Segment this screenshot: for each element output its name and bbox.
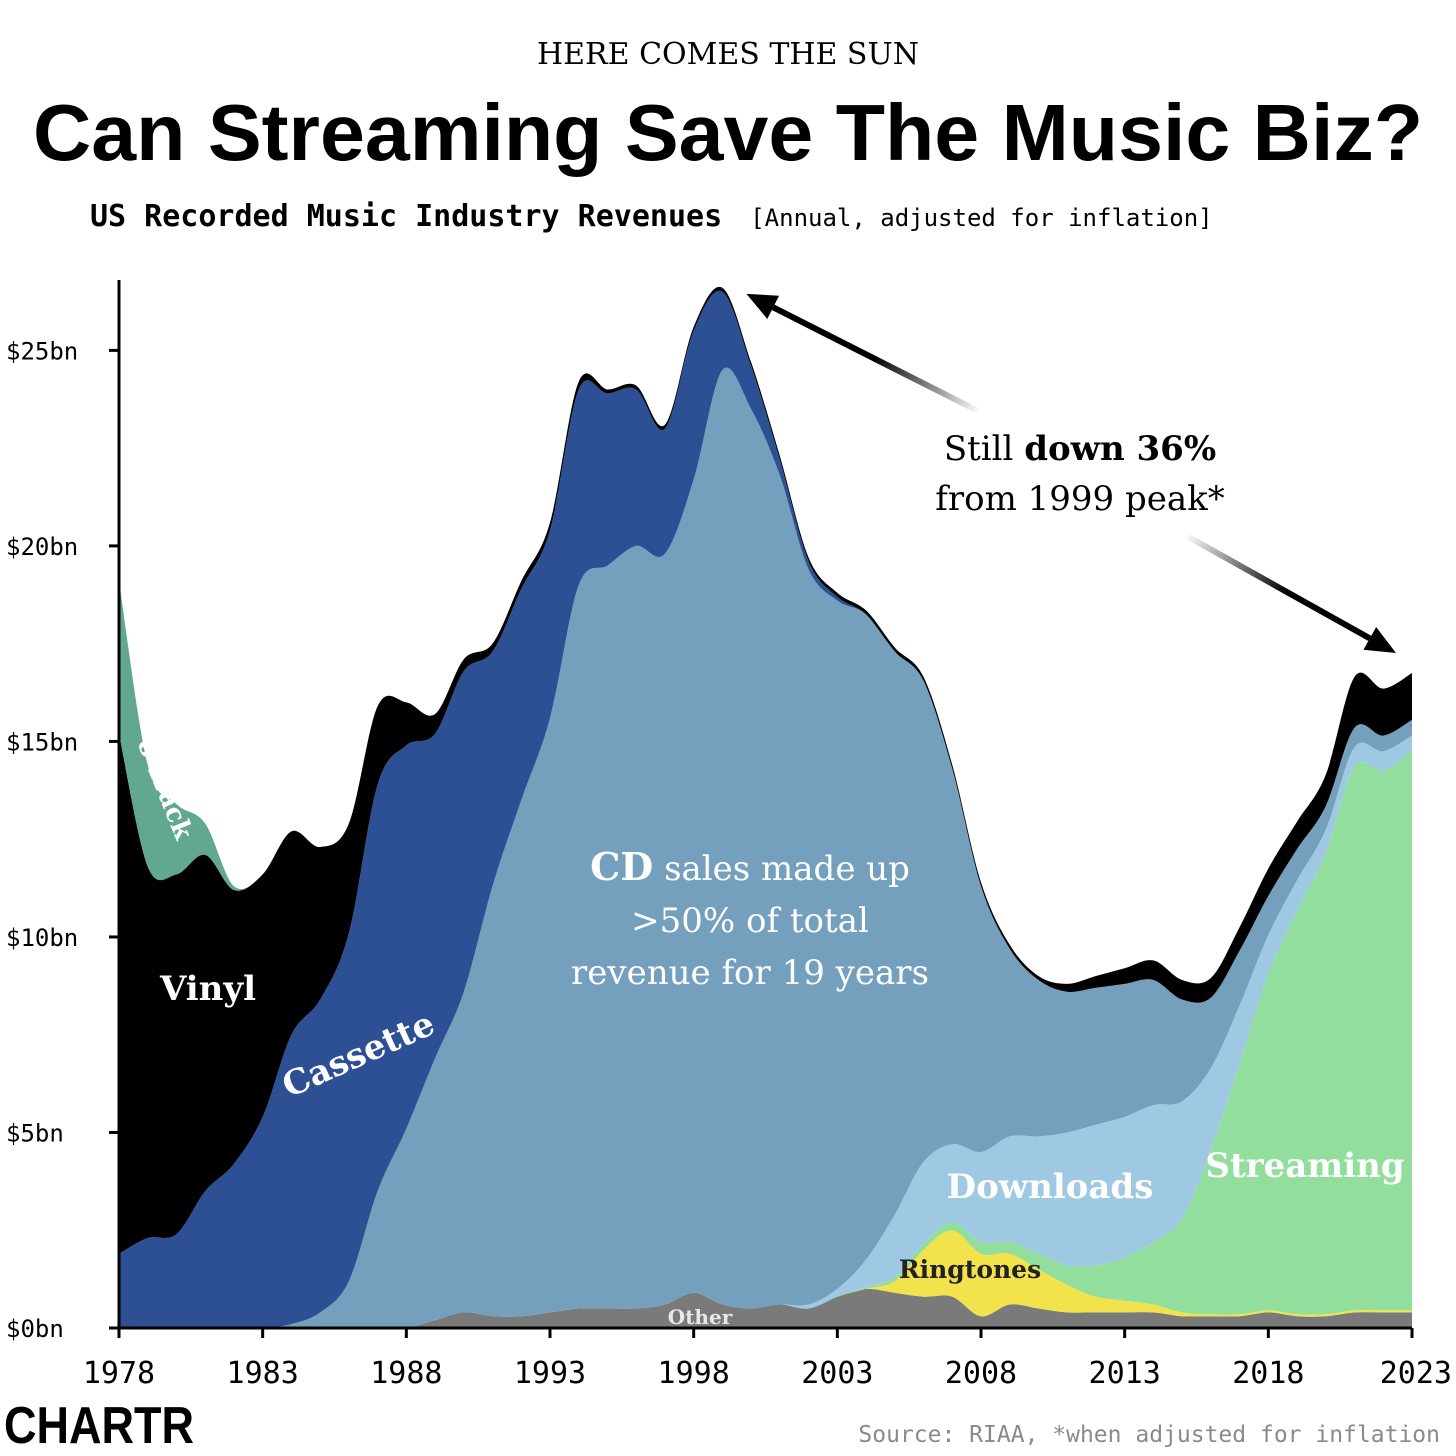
x-tick-label: 2008 [945, 1356, 1017, 1391]
x-tick-label: 2023 [1380, 1356, 1452, 1391]
y-tick-label: $15bn [6, 728, 78, 756]
area-vinyl [119, 286, 1412, 1254]
series-label-ringtones: Ringtones [899, 1255, 1041, 1284]
area-other [119, 1288, 1412, 1329]
arrow-to-latest-head [1363, 627, 1396, 653]
cd-note-line3: revenue for 19 years [571, 953, 929, 993]
area-layers [119, 286, 1412, 1329]
peak-annotation: Still down 36% from 1999 peak* [935, 429, 1224, 519]
source-note: Source: RIAA, *when adjusted for inflati… [858, 1422, 1440, 1448]
y-tick-label: $5bn [6, 1119, 64, 1147]
annotation-arrows [746, 293, 1396, 653]
arrow-to-latest-shaft [1183, 532, 1372, 641]
y-tick-label: $20bn [6, 533, 78, 561]
chart-subtitle-group: US Recorded Music Industry Revenues [Ann… [90, 199, 1213, 234]
chart-kicker: HERE COMES THE SUN [537, 37, 919, 72]
cd-note-line2: >50% of total [631, 901, 869, 941]
chart-title: Can Streaming Save The Music Biz? [33, 88, 1423, 177]
series-label-downloads: Downloads [947, 1167, 1154, 1207]
y-tick-label: $10bn [6, 924, 78, 952]
peak-annotation-bold: down 36% [1024, 429, 1216, 469]
peak-annotation-line2: from 1999 peak* [935, 479, 1224, 519]
series-label-streaming: Streaming [1205, 1146, 1404, 1186]
x-tick-label: 1983 [227, 1356, 299, 1391]
area-cd [119, 367, 1412, 1329]
peak-annotation-line1: Still down 36% [944, 429, 1216, 469]
cd-note-line1-rest: sales made up [653, 849, 910, 889]
cd-note-line1: CD sales made up [590, 844, 910, 889]
chartr-logo: CHARTR [4, 1397, 194, 1455]
y-tick-label: $25bn [6, 337, 78, 365]
area-downloads [119, 735, 1412, 1329]
chart-subtitle-note: [Annual, adjusted for inflation] [750, 204, 1212, 232]
cd-note: CD sales made up >50% of total revenue f… [571, 844, 929, 993]
series-label-vinyl: Vinyl [159, 969, 256, 1009]
y-tick-label: $0bn [6, 1315, 64, 1343]
x-tick-label: 1988 [370, 1356, 442, 1391]
cd-note-bold: CD [590, 844, 653, 889]
x-tick-label: 1978 [83, 1356, 155, 1391]
x-tick-label: 2018 [1232, 1356, 1304, 1391]
x-tick-label: 1993 [514, 1356, 586, 1391]
series-label-other: Other [668, 1305, 733, 1329]
area-cassette [119, 290, 1412, 1329]
x-tick-label: 1998 [658, 1356, 730, 1391]
x-tick-label: 2013 [1089, 1356, 1161, 1391]
peak-annotation-prefix: Still [944, 429, 1024, 469]
axes: $0bn $5bn $10bn $15bn $20bn $25bn 1978 1983 1988… [6, 280, 1452, 1391]
arrow-to-peak-head [746, 293, 780, 319]
x-tick-label: 2003 [801, 1356, 873, 1391]
area-streaming [119, 751, 1412, 1329]
area-ringtones [119, 1230, 1412, 1329]
arrow-to-peak-shaft [771, 304, 982, 415]
chart-subtitle: US Recorded Music Industry Revenues [90, 199, 722, 234]
